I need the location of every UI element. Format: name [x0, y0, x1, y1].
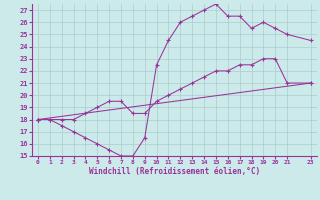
X-axis label: Windchill (Refroidissement éolien,°C): Windchill (Refroidissement éolien,°C) [89, 167, 260, 176]
